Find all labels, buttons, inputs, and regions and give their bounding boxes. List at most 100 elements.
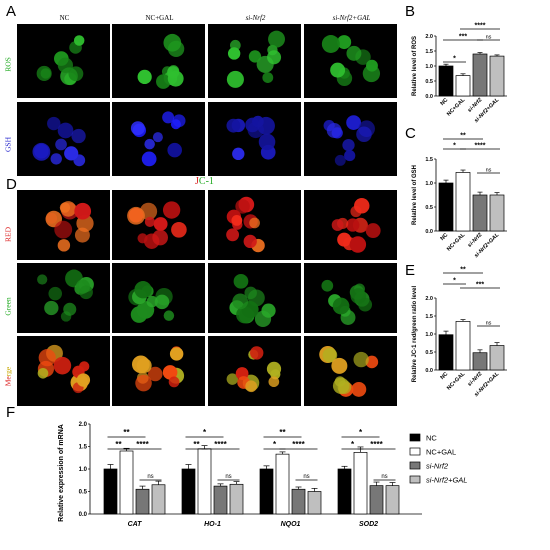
cell-blob — [232, 147, 245, 161]
y-tick-label: 0.5 — [425, 205, 433, 211]
bar — [438, 65, 454, 97]
cell-blob — [229, 39, 241, 51]
y-axis-title: Relative JC-1 red/green ratio level — [412, 285, 418, 382]
panel-label-f: F — [6, 404, 16, 421]
y-tick-label: 1.0 — [425, 181, 433, 187]
cell-blob — [162, 201, 181, 219]
cell-blob — [57, 239, 71, 252]
y-tick-label: 1.0 — [425, 64, 433, 70]
cell-blob — [331, 357, 348, 374]
bar — [489, 194, 505, 232]
cell-blob — [60, 201, 77, 217]
cell-blob — [37, 367, 49, 379]
cell-blob — [162, 365, 178, 380]
row-label-gsh: GSH — [3, 137, 13, 153]
y-axis-title: Relative expression of mRNA — [58, 424, 65, 522]
cell-blob — [146, 295, 158, 308]
bar — [135, 488, 150, 515]
cell-blob — [130, 121, 145, 136]
cell-blob — [152, 229, 168, 246]
cell-blob — [267, 50, 282, 65]
panel-label-d: D — [6, 176, 17, 193]
column-label-si-nrf2: si-Nrf2 — [245, 14, 266, 22]
cell-blob — [50, 153, 62, 165]
significance-label: * — [453, 278, 456, 285]
row-label-merge-me: Me — [3, 376, 13, 387]
cell-blob — [48, 286, 63, 301]
cell-blob — [268, 30, 285, 48]
row-label-green: Green — [3, 297, 13, 316]
legend-swatch — [409, 433, 421, 442]
cell-blob — [226, 228, 240, 242]
cell-blob — [235, 199, 250, 214]
cell-blob — [156, 74, 171, 89]
panel-label-e: E — [405, 262, 416, 279]
legend-swatch — [409, 475, 421, 484]
bar — [103, 468, 118, 515]
y-tick-label: 0.0 — [425, 94, 433, 100]
legend-swatch — [409, 447, 421, 456]
micrograph-tile — [17, 263, 110, 333]
jc1-title-c1: C-1 — [198, 176, 214, 187]
significance-label: * — [359, 428, 363, 437]
cell-blob — [245, 380, 258, 393]
cell-blob — [54, 220, 73, 239]
significance-label: *** — [476, 282, 484, 289]
significance-label: * — [351, 440, 355, 449]
y-tick-label: 1.5 — [425, 49, 433, 55]
cell-blob — [268, 376, 280, 388]
category-label: NC — [440, 232, 450, 242]
cell-blob — [171, 222, 187, 238]
cell-blob — [168, 376, 180, 388]
micrograph-tile — [112, 263, 205, 333]
significance-label: **** — [475, 23, 486, 30]
cell-blob — [44, 300, 59, 316]
cell-blob — [351, 381, 367, 397]
micrograph-tile — [208, 102, 301, 176]
chart-ros: 0.0 0.5 1.0 1.5 2.0 Relative level of ROS NCNC… — [412, 23, 507, 124]
category-label: SOD2 — [359, 521, 378, 528]
column-label-nc-gal: NC+GAL — [145, 14, 174, 22]
y-tick-label: 1.0 — [79, 467, 88, 473]
cell-blob — [37, 274, 48, 285]
cell-blob — [226, 373, 239, 385]
cell-blob — [322, 347, 338, 363]
chart-gsh: 0.0 0.5 1.0 1.5 Relative level of GSH NCNC+GA… — [412, 133, 507, 259]
bar — [489, 55, 505, 97]
legend-label: NC+GAL — [426, 448, 456, 457]
significance-label: ns — [486, 168, 492, 174]
cell-blob — [262, 72, 274, 84]
cell-blob — [79, 361, 90, 372]
y-tick-label: 0.0 — [425, 368, 433, 374]
cell-blob — [137, 233, 148, 244]
cell-blob — [344, 149, 356, 162]
cell-blob — [76, 373, 91, 387]
bar — [472, 53, 488, 97]
bar — [151, 484, 166, 515]
cell-blob — [148, 366, 163, 382]
cell-blob — [257, 116, 275, 135]
cell-blob — [135, 374, 152, 392]
bar — [472, 352, 488, 371]
category-label: NC+GAL — [446, 97, 467, 118]
micrograph-tile — [112, 190, 205, 260]
category-label: NC — [440, 97, 450, 107]
cell-blob — [349, 236, 367, 253]
cell-blob — [354, 198, 370, 214]
micrograph-tile — [17, 102, 110, 176]
cell-blob — [236, 306, 254, 324]
significance-label: **** — [214, 440, 227, 449]
significance-label: ** — [123, 428, 130, 437]
micrograph-tile — [17, 24, 110, 98]
bar — [455, 172, 471, 232]
y-tick-label: 1.5 — [425, 157, 433, 163]
cell-blob — [346, 115, 361, 130]
cell-blob — [261, 303, 276, 318]
bar — [385, 485, 400, 515]
cell-blob — [75, 279, 90, 294]
bar — [291, 488, 306, 515]
micrograph-tile — [112, 102, 205, 176]
bar — [353, 451, 368, 515]
y-tick-label: 0.5 — [79, 490, 88, 496]
cell-blob — [350, 288, 367, 304]
